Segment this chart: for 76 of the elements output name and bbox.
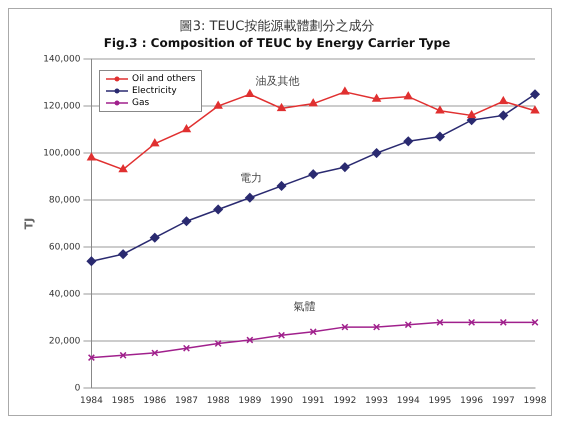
point	[246, 336, 254, 344]
point	[498, 110, 508, 120]
point	[120, 352, 127, 359]
point	[404, 136, 414, 146]
point	[436, 318, 444, 326]
point	[277, 104, 286, 112]
y-tick-label: 0	[74, 384, 81, 394]
point	[214, 101, 222, 109]
point	[245, 192, 255, 202]
point	[404, 92, 412, 100]
x-tick-label: 1997	[492, 396, 515, 406]
point	[310, 328, 317, 336]
point	[531, 318, 539, 326]
point	[151, 349, 158, 357]
point	[182, 344, 190, 352]
y-tick-label: 100,000	[43, 148, 81, 158]
y-tick-label: 140,000	[43, 54, 81, 64]
x-tick-label: 1991	[302, 396, 325, 406]
point	[467, 110, 476, 118]
annotation: 油及其他	[256, 74, 300, 88]
x-tick-label: 1994	[396, 396, 420, 406]
x-tick-label: 1996	[460, 396, 484, 406]
x-tick-label: 1987	[175, 396, 198, 406]
point	[468, 318, 476, 326]
legend-label: Electricity	[132, 85, 177, 97]
point	[86, 256, 96, 266]
y-axis-title: TJ	[22, 218, 36, 230]
point	[276, 181, 286, 191]
point	[308, 169, 318, 179]
point	[182, 216, 192, 226]
point	[87, 153, 96, 161]
x-tick-label: 1993	[365, 396, 388, 406]
point	[500, 318, 507, 326]
y-tick-label: 80,000	[48, 195, 81, 206]
point	[246, 90, 254, 98]
legend-label: Gas	[132, 97, 150, 109]
point	[404, 321, 412, 328]
chart-subtitle: Fig.3 : Composition of TEUC by Energy Carrier Type	[104, 36, 450, 50]
x-tick-label: 1984	[80, 396, 104, 406]
point	[436, 106, 444, 114]
point	[308, 98, 318, 106]
point	[530, 90, 540, 100]
annotation: 氣體	[293, 300, 316, 313]
point	[182, 124, 191, 132]
point	[213, 204, 223, 214]
point	[88, 354, 95, 362]
point	[278, 332, 286, 339]
x-tick-label: 1985	[112, 396, 135, 406]
point	[373, 323, 380, 331]
point	[214, 340, 222, 348]
legend-label: Oil and others	[132, 73, 196, 85]
point	[150, 138, 159, 146]
annotation: 電力	[240, 171, 262, 184]
x-tick-label: 1992	[333, 396, 356, 406]
chart-title: 圖3: TEUC按能源載體劃分之成分	[180, 19, 374, 34]
x-tick-label: 1989	[238, 396, 262, 406]
point	[499, 96, 508, 104]
x-tick-label: 1998	[524, 396, 547, 406]
point	[150, 232, 160, 242]
y-tick-label: 20,000	[48, 336, 81, 347]
point	[118, 249, 128, 259]
point	[435, 132, 445, 142]
y-tick-label: 120,000	[43, 101, 81, 112]
x-tick-label: 1995	[428, 396, 452, 406]
x-tick-label: 1988	[206, 396, 230, 406]
point	[340, 87, 350, 95]
point	[341, 323, 348, 331]
point	[118, 164, 128, 172]
y-tick-label: 60,000	[48, 242, 81, 252]
x-tick-label: 1986	[143, 396, 167, 406]
point	[340, 162, 350, 172]
y-tick-label: 40,000	[48, 289, 81, 300]
x-tick-label: 1990	[270, 396, 294, 406]
point	[530, 106, 540, 114]
point	[372, 94, 381, 102]
point	[372, 148, 382, 158]
